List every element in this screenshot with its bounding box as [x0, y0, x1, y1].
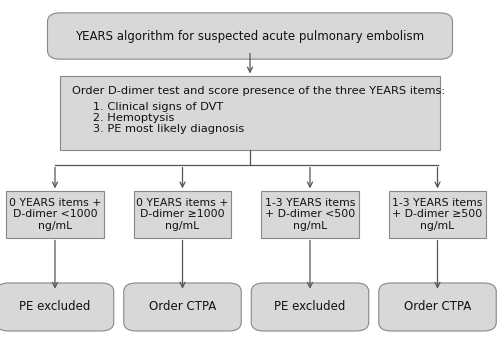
- Text: 1. Clinical signs of DVT: 1. Clinical signs of DVT: [82, 102, 224, 112]
- Text: PE excluded: PE excluded: [274, 300, 345, 314]
- FancyBboxPatch shape: [6, 191, 104, 237]
- FancyBboxPatch shape: [60, 76, 440, 150]
- FancyBboxPatch shape: [134, 191, 231, 237]
- FancyBboxPatch shape: [124, 283, 241, 331]
- Text: Order D-dimer test and score presence of the three YEARS items:: Order D-dimer test and score presence of…: [72, 86, 446, 96]
- Text: 1-3 YEARS items
+ D-dimer ≥500
ng/mL: 1-3 YEARS items + D-dimer ≥500 ng/mL: [392, 198, 482, 231]
- Text: 3. PE most likely diagnosis: 3. PE most likely diagnosis: [82, 124, 245, 134]
- Text: 2. Hemoptysis: 2. Hemoptysis: [82, 113, 175, 123]
- FancyBboxPatch shape: [48, 13, 452, 59]
- Text: YEARS algorithm for suspected acute pulmonary embolism: YEARS algorithm for suspected acute pulm…: [76, 29, 424, 43]
- FancyBboxPatch shape: [261, 191, 359, 237]
- FancyBboxPatch shape: [251, 283, 368, 331]
- Text: 0 YEARS items +
D-dimer <1000
ng/mL: 0 YEARS items + D-dimer <1000 ng/mL: [9, 198, 101, 231]
- FancyBboxPatch shape: [0, 283, 114, 331]
- Text: 1-3 YEARS items
+ D-dimer <500
ng/mL: 1-3 YEARS items + D-dimer <500 ng/mL: [265, 198, 355, 231]
- Text: Order CTPA: Order CTPA: [149, 300, 216, 314]
- Text: Order CTPA: Order CTPA: [404, 300, 471, 314]
- Text: 0 YEARS items +
D-dimer ≥1000
ng/mL: 0 YEARS items + D-dimer ≥1000 ng/mL: [136, 198, 228, 231]
- FancyBboxPatch shape: [389, 191, 486, 237]
- FancyBboxPatch shape: [379, 283, 496, 331]
- Text: PE excluded: PE excluded: [20, 300, 90, 314]
